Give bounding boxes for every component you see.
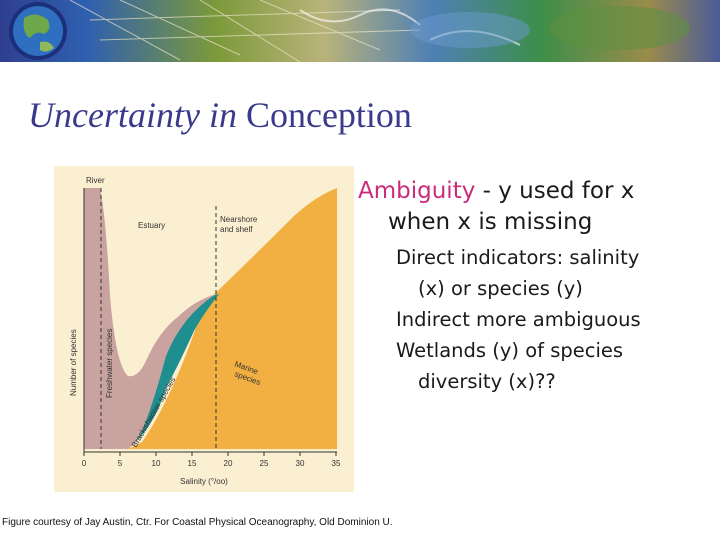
sub-bullet-text: Direct indicators: salinity xyxy=(396,246,640,269)
species-salinity-diagram: 0 5 10 15 20 25 30 35 Salinity (°/oo) Ri… xyxy=(54,166,354,492)
bullet-term: Ambiguity xyxy=(358,178,476,204)
x-tick-label: 0 xyxy=(82,459,87,468)
x-tick-label: 25 xyxy=(260,459,269,468)
sub-bullet-indirect: Indirect more ambiguous xyxy=(396,304,698,335)
brackish-species-area xyxy=(128,294,219,449)
freshwater-label: Freshwater species xyxy=(105,329,114,398)
x-tick-label: 5 xyxy=(118,459,123,468)
title-italic-part: Uncertainty in xyxy=(28,95,237,135)
sub-bullet-text: Wetlands (y) of species xyxy=(396,339,624,362)
x-tick-label: 30 xyxy=(296,459,305,468)
sub-bullet-direct: Direct indicators: salinity (x) or speci… xyxy=(396,242,698,304)
salinity-species-figure: 0 5 10 15 20 25 30 35 Salinity (°/oo) Ri… xyxy=(54,166,354,492)
slide-title: Uncertainty in Conception xyxy=(28,94,412,136)
x-tick-label: 20 xyxy=(224,459,233,468)
x-tick-label: 35 xyxy=(332,459,341,468)
river-label: River xyxy=(86,176,105,185)
bullet-ambiguity: Ambiguity - y used for x when x is missi… xyxy=(358,176,698,238)
figure-caption: Figure courtesy of Jay Austin, Ctr. For … xyxy=(2,517,393,528)
freshwater-species-area xyxy=(84,188,216,449)
header-banner xyxy=(0,0,720,62)
bullet-list: Ambiguity - y used for x when x is missi… xyxy=(358,176,698,397)
bullet-continuation: when x is missing xyxy=(388,209,593,235)
x-tick-label: 15 xyxy=(188,459,197,468)
title-regular-part: Conception xyxy=(236,95,412,135)
sub-bullet-wetlands: Wetlands (y) of species diversity (x)?? xyxy=(396,335,698,397)
x-axis-label: Salinity (°/oo) xyxy=(180,477,228,486)
bullet-text: - y used for x xyxy=(475,178,635,204)
y-axis-label: Number of species xyxy=(69,329,78,396)
estuary-label: Estuary xyxy=(138,221,165,230)
banner-map-image xyxy=(0,0,720,62)
sub-bullet-text: Indirect more ambiguous xyxy=(396,308,641,331)
marine-species-area xyxy=(128,188,337,449)
shelf-label: and shelf xyxy=(220,225,253,234)
x-tick-label: 10 xyxy=(152,459,161,468)
nearshore-label: Nearshore xyxy=(220,215,258,224)
sub-bullet-continuation: (x) or species (y) xyxy=(418,277,583,300)
sub-bullet-continuation: diversity (x)?? xyxy=(418,370,556,393)
